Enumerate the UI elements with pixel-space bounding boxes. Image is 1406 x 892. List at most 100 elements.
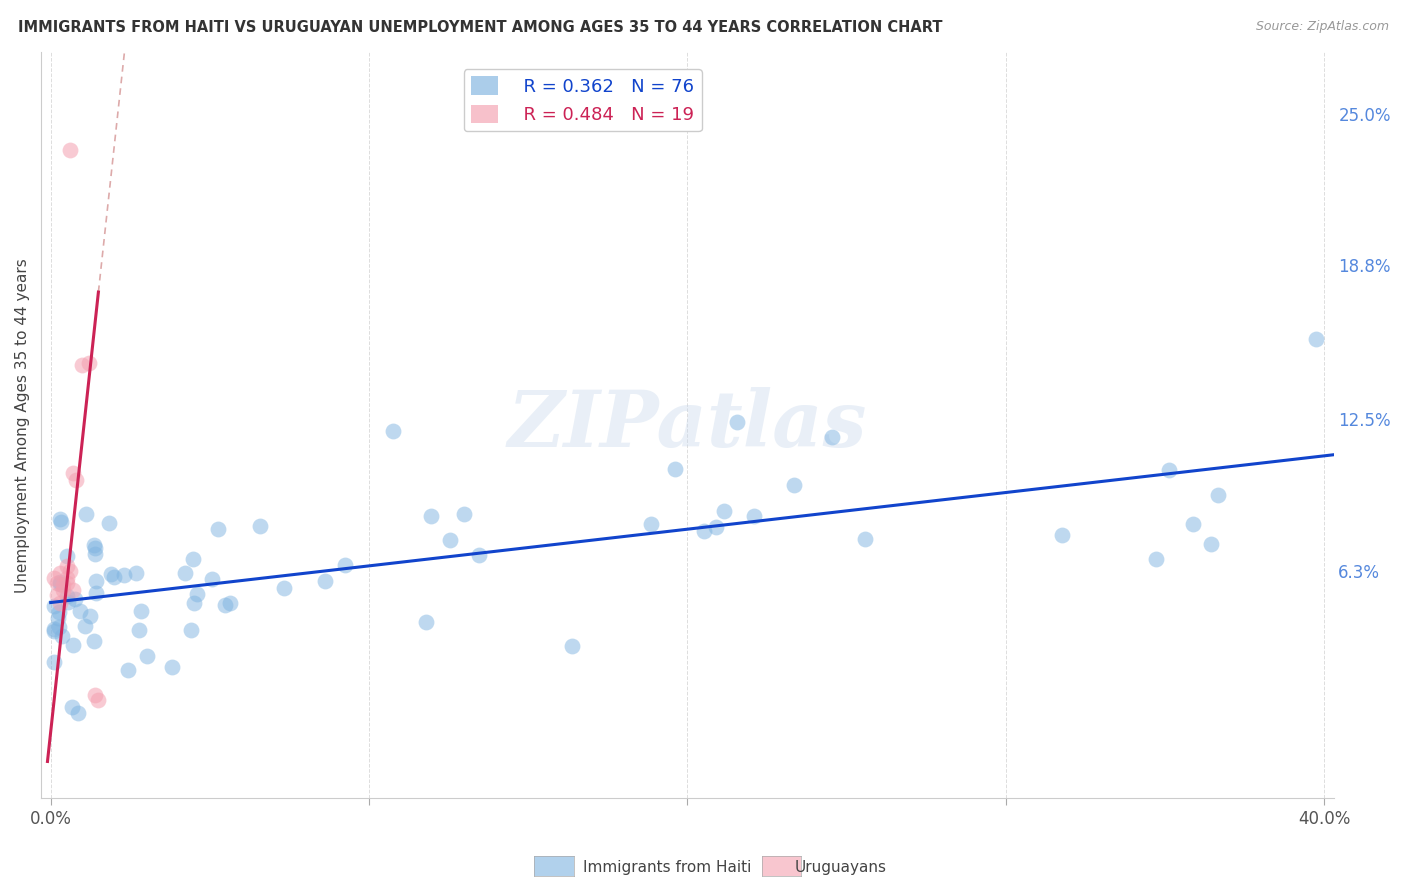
Point	[83, 634, 105, 648]
Point	[129, 604, 152, 618]
Point	[46, 611, 69, 625]
Point	[65, 473, 87, 487]
Point	[1305, 332, 1327, 346]
Point	[49, 596, 72, 610]
Point	[59, 143, 82, 157]
Point	[77, 356, 100, 370]
Legend:   R = 0.362   N = 76,   R = 0.484   N = 19: R = 0.362 N = 76, R = 0.484 N = 19	[464, 69, 702, 131]
Point	[66, 706, 89, 720]
Point	[186, 587, 208, 601]
Point	[419, 509, 441, 524]
Point	[704, 520, 727, 534]
Point	[181, 551, 204, 566]
Point	[98, 516, 121, 530]
Point	[63, 592, 86, 607]
Point	[84, 689, 107, 703]
Point	[713, 504, 735, 518]
Point	[42, 571, 65, 585]
Point	[180, 623, 202, 637]
Point	[664, 462, 686, 476]
Point	[49, 574, 72, 589]
Point	[42, 599, 65, 613]
Point	[125, 566, 148, 581]
Point	[83, 538, 105, 552]
Point	[56, 589, 79, 603]
Point	[783, 478, 806, 492]
Point	[693, 524, 716, 539]
Point	[52, 583, 75, 598]
Text: Uruguayans: Uruguayans	[794, 860, 886, 874]
Point	[467, 548, 489, 562]
Point	[249, 519, 271, 533]
Point	[207, 522, 229, 536]
Point	[55, 576, 77, 591]
Point	[1144, 551, 1167, 566]
Point	[49, 566, 72, 581]
Point	[128, 623, 150, 637]
Point	[42, 655, 65, 669]
Point	[51, 629, 73, 643]
Point	[84, 541, 107, 556]
Point	[75, 619, 97, 633]
Point	[84, 585, 107, 599]
Point	[72, 359, 94, 373]
Point	[46, 576, 69, 591]
Text: IMMIGRANTS FROM HAITI VS URUGUAYAN UNEMPLOYMENT AMONG AGES 35 TO 44 YEARS CORREL: IMMIGRANTS FROM HAITI VS URUGUAYAN UNEMP…	[18, 20, 943, 35]
Point	[55, 571, 77, 585]
Point	[112, 567, 135, 582]
Point	[1206, 488, 1229, 502]
Point	[56, 595, 79, 609]
Point	[69, 604, 91, 618]
Point	[87, 693, 110, 707]
Point	[62, 466, 84, 480]
Point	[46, 588, 69, 602]
Point	[62, 700, 84, 714]
Point	[49, 512, 72, 526]
Point	[84, 574, 107, 589]
Y-axis label: Unemployment Among Ages 35 to 44 years: Unemployment Among Ages 35 to 44 years	[15, 258, 30, 592]
Point	[1182, 517, 1205, 532]
Point	[314, 574, 336, 589]
Point	[59, 564, 82, 578]
Point	[79, 608, 101, 623]
Point	[821, 430, 844, 444]
Point	[381, 424, 404, 438]
Point	[453, 508, 475, 522]
Point	[214, 598, 236, 612]
Point	[742, 509, 765, 524]
Text: Immigrants from Haiti: Immigrants from Haiti	[583, 860, 752, 874]
Point	[273, 582, 295, 596]
Point	[55, 558, 77, 573]
Point	[42, 624, 65, 638]
Point	[42, 622, 65, 636]
Point	[561, 639, 583, 653]
Point	[117, 663, 139, 677]
Point	[51, 515, 73, 529]
Point	[439, 533, 461, 548]
Point	[62, 583, 84, 598]
Point	[1157, 463, 1180, 477]
Point	[725, 415, 748, 429]
Point	[48, 605, 70, 619]
Point	[135, 648, 157, 663]
Point	[1199, 537, 1222, 551]
Point	[103, 570, 125, 584]
Point	[56, 549, 79, 564]
Point	[52, 578, 75, 592]
Point	[48, 620, 70, 634]
Point	[1050, 528, 1073, 542]
Point	[75, 508, 97, 522]
Point	[201, 572, 224, 586]
Point	[83, 547, 105, 561]
Point	[62, 638, 84, 652]
Point	[183, 596, 205, 610]
Point	[173, 566, 195, 580]
Point	[219, 596, 242, 610]
Point	[48, 577, 70, 591]
Point	[100, 566, 122, 581]
Point	[640, 516, 662, 531]
Point	[333, 558, 356, 573]
Point	[415, 615, 437, 629]
Point	[160, 660, 183, 674]
Text: Source: ZipAtlas.com: Source: ZipAtlas.com	[1256, 20, 1389, 33]
